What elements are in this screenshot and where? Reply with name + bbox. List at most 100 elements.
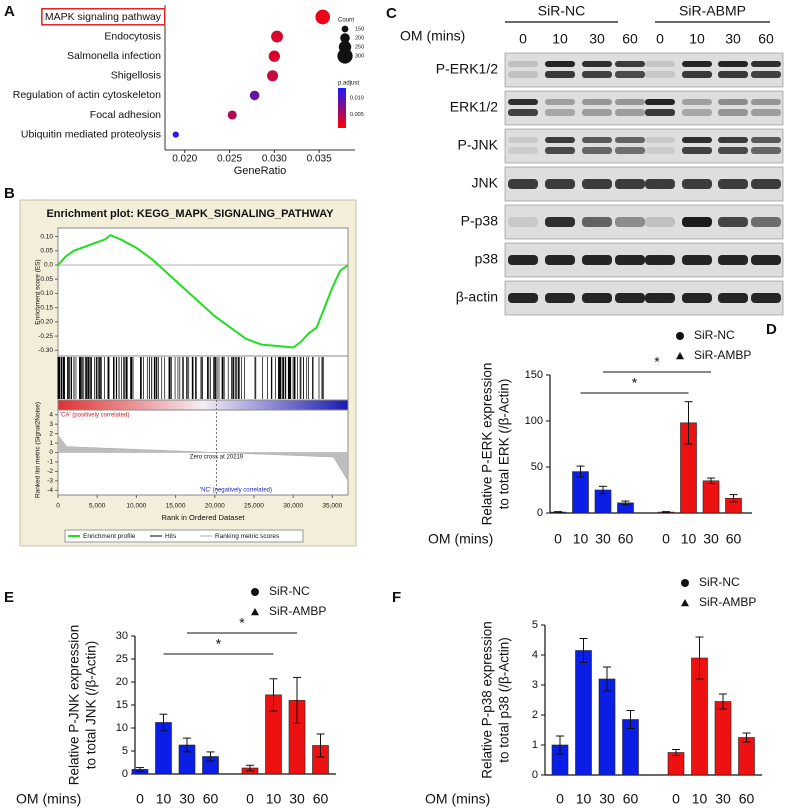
dot <box>249 90 260 101</box>
lane-label: 0 <box>656 31 664 47</box>
x-tick-label: 15,000 <box>166 503 186 510</box>
es-plot <box>57 227 349 357</box>
band <box>682 109 712 116</box>
x-tick-label: 0 <box>246 791 254 807</box>
row-label: β-actin <box>456 289 498 305</box>
band <box>545 179 575 189</box>
error-bar <box>662 511 670 514</box>
row-label: JNK <box>472 175 499 191</box>
time-label: OM (mins) <box>400 28 465 44</box>
y-tick-label: 3 <box>49 421 53 428</box>
band <box>582 179 612 189</box>
bar <box>572 471 589 514</box>
x-axis-label: Rank in Ordered Dataset <box>162 513 246 522</box>
band <box>682 217 712 227</box>
band <box>508 71 538 78</box>
x-tick-label: 30 <box>595 531 611 547</box>
lane-label: 10 <box>552 31 568 47</box>
band <box>508 147 538 154</box>
legend-label: 250 <box>355 44 364 50</box>
dot <box>267 70 279 82</box>
lane-label: 30 <box>725 31 741 47</box>
panel-label: A <box>4 3 15 20</box>
x-tick-label: 0 <box>554 531 562 547</box>
x-tick-label: 60 <box>739 791 755 807</box>
y-tick-label: 5 <box>122 745 128 757</box>
dot <box>315 9 331 25</box>
error-bar <box>695 636 704 680</box>
error-bar <box>293 676 301 724</box>
y-tick-label: 4 <box>532 649 538 661</box>
band <box>751 255 781 265</box>
band <box>582 109 612 116</box>
x-axis-label: OM (mins) <box>428 531 493 547</box>
legend-label: Enrichment profile <box>83 533 136 540</box>
category-label: MAPK signaling pathway <box>45 11 162 23</box>
error-bar <box>246 764 254 772</box>
x-tick-label: 0 <box>556 791 564 807</box>
lane-label: 60 <box>622 31 638 47</box>
category-label: Ubiquitin mediated proteolysis <box>21 128 161 140</box>
band <box>545 293 575 303</box>
y-tick-label: 50 <box>531 461 543 473</box>
category-label: Focal adhesion <box>90 109 161 121</box>
y-axis-label: to total JNK (/β-Actin) <box>84 641 99 770</box>
band <box>508 99 538 105</box>
band <box>645 71 675 78</box>
x-axis-label: OM (mins) <box>16 791 81 807</box>
band <box>545 147 575 154</box>
x-tick-label: 0.020 <box>172 154 197 165</box>
dot <box>268 50 280 62</box>
band <box>718 71 748 78</box>
legend-dot <box>337 48 353 64</box>
y-tick-label: 2 <box>532 709 538 721</box>
x-tick-label: 30 <box>179 791 195 807</box>
error-bar <box>269 678 278 712</box>
band <box>718 137 748 143</box>
band <box>751 109 781 116</box>
error-bar <box>742 732 751 743</box>
x-tick-label: 30 <box>703 531 719 547</box>
error-bar <box>579 638 588 663</box>
band <box>645 61 675 67</box>
y-tick-label: 3 <box>532 679 538 691</box>
y-tick-label: 15 <box>116 699 128 711</box>
band <box>582 99 612 105</box>
x-tick-label: 10 <box>576 791 592 807</box>
legend-label: SiR-NC <box>694 328 735 342</box>
panel-label: C <box>386 5 397 22</box>
band <box>615 147 645 154</box>
error-bar <box>672 749 680 756</box>
legend-marker <box>681 599 689 607</box>
bar <box>702 480 720 514</box>
bar <box>598 678 616 776</box>
y-tick-label: 10 <box>116 722 128 734</box>
legend-marker <box>681 579 689 587</box>
band <box>615 217 645 227</box>
panel-label: D <box>766 321 777 338</box>
band <box>545 217 575 227</box>
y-tick-label: 1 <box>532 739 538 751</box>
y-axis-label: Enrichment score (ES) <box>35 259 42 324</box>
significance-label: * <box>239 615 245 631</box>
x-tick-label: 0.025 <box>217 154 242 165</box>
metric-area <box>57 434 349 483</box>
x-tick-label: 0 <box>56 503 60 510</box>
category-label: Endocytosis <box>104 30 161 42</box>
category-label: Shigellosis <box>111 70 161 82</box>
x-tick-label: 60 <box>623 791 639 807</box>
band <box>582 137 612 143</box>
band <box>682 293 712 303</box>
error-bar <box>684 401 693 445</box>
y-tick-label: -4 <box>47 487 53 494</box>
band <box>718 99 748 105</box>
band <box>615 255 645 265</box>
band <box>615 293 645 303</box>
x-tick-label: 10 <box>692 791 708 807</box>
band <box>645 147 675 154</box>
lane-label: 60 <box>758 31 774 47</box>
band <box>682 255 712 265</box>
legend-label: 150 <box>355 26 364 32</box>
y-tick-label: -0.10 <box>38 290 53 297</box>
y-tick-label: 2 <box>49 430 53 437</box>
